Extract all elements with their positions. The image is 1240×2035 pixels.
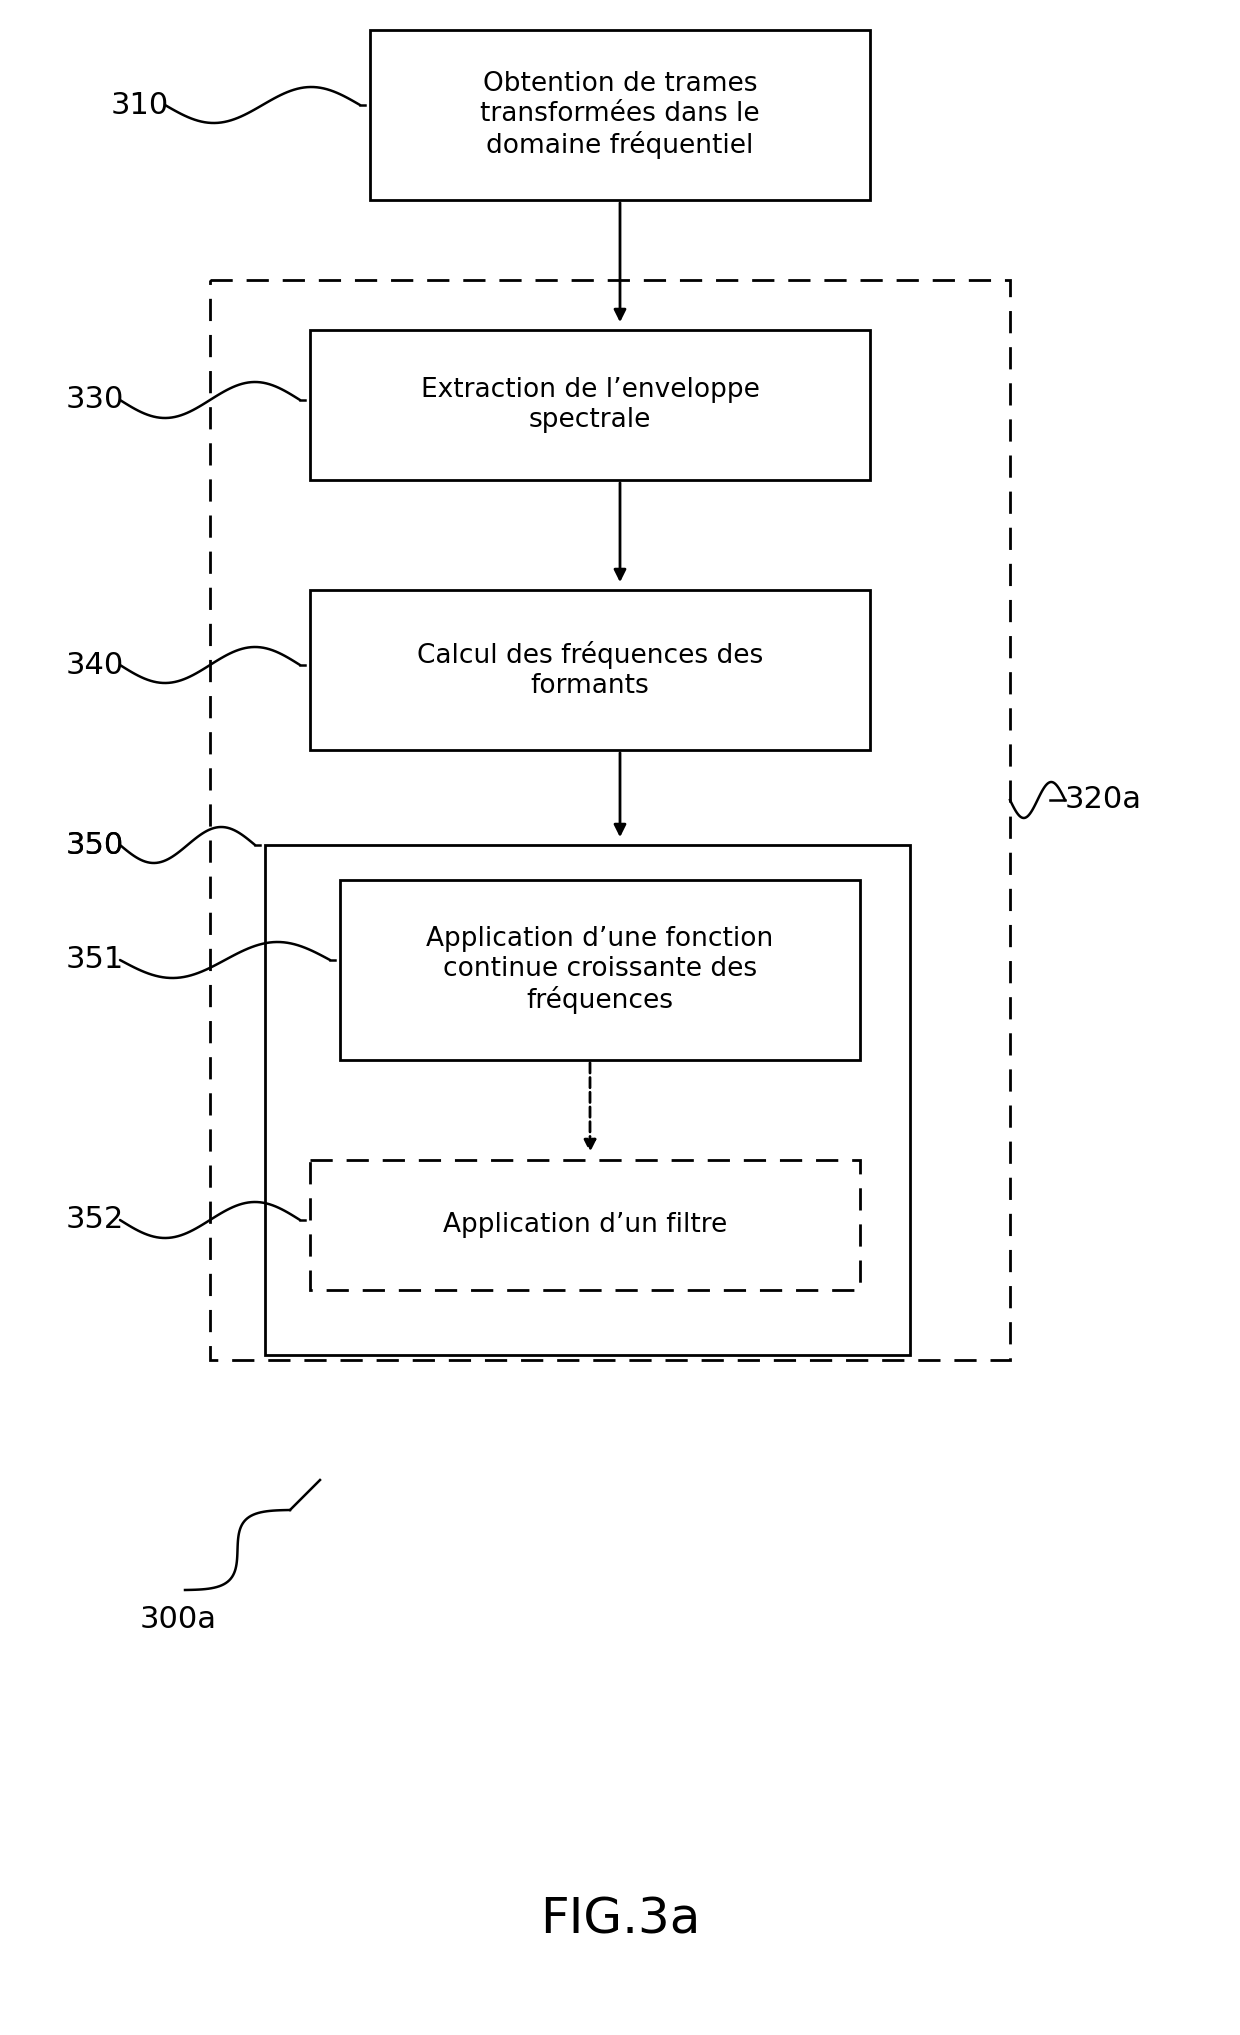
Bar (210, 281, 1011, 1359)
Text: 300a: 300a (140, 1606, 217, 1634)
Text: Application d’une fonction
continue croissante des
fréquences: Application d’une fonction continue croi… (427, 926, 774, 1013)
Text: 320a: 320a (1065, 786, 1142, 814)
Text: 350: 350 (66, 830, 124, 859)
Text: Calcul des fréquences des
formants: Calcul des fréquences des formants (417, 641, 763, 698)
Text: 340: 340 (66, 651, 124, 680)
Text: 350: 350 (66, 830, 124, 859)
Bar (265, 845, 910, 1355)
Text: 352: 352 (66, 1205, 124, 1235)
Text: 351: 351 (66, 946, 124, 975)
Bar (310, 330, 870, 480)
Text: 330: 330 (66, 385, 124, 415)
Text: Application d’un filtre: Application d’un filtre (443, 1213, 727, 1237)
Bar (310, 1160, 861, 1290)
Text: Extraction de l’enveloppe
spectrale: Extraction de l’enveloppe spectrale (420, 376, 759, 433)
Text: FIG.3a: FIG.3a (539, 1897, 701, 1943)
Bar (310, 590, 870, 751)
Bar (370, 31, 870, 199)
Bar (340, 879, 861, 1060)
Text: 310: 310 (110, 90, 169, 120)
Text: Obtention de trames
transformées dans le
domaine fréquentiel: Obtention de trames transformées dans le… (480, 71, 760, 159)
